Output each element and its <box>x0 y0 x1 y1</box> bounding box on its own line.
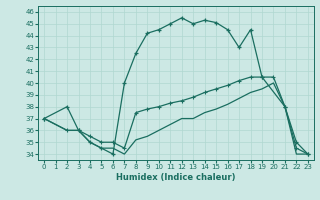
X-axis label: Humidex (Indice chaleur): Humidex (Indice chaleur) <box>116 173 236 182</box>
